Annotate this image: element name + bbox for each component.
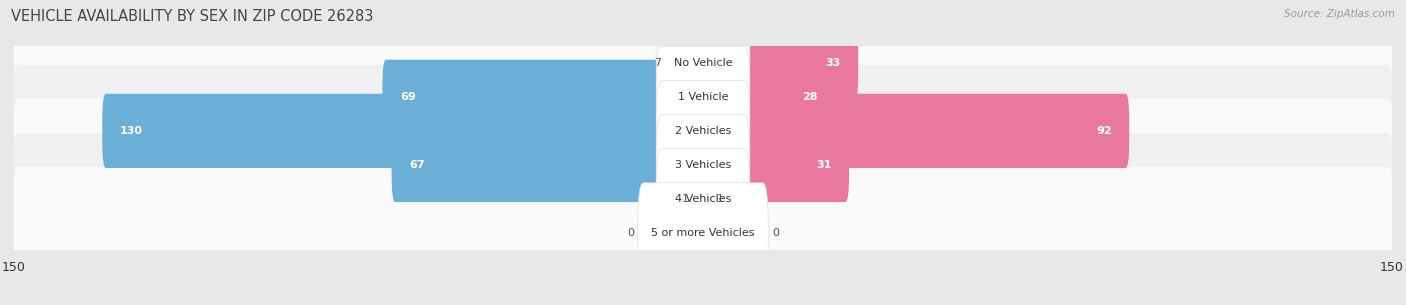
FancyBboxPatch shape xyxy=(103,94,707,168)
Text: 1 Vehicle: 1 Vehicle xyxy=(678,92,728,102)
FancyBboxPatch shape xyxy=(11,0,1395,130)
FancyBboxPatch shape xyxy=(392,128,707,202)
FancyBboxPatch shape xyxy=(699,162,711,236)
FancyBboxPatch shape xyxy=(11,65,1395,197)
Text: 31: 31 xyxy=(817,160,831,170)
FancyBboxPatch shape xyxy=(11,133,1395,265)
FancyBboxPatch shape xyxy=(11,99,1395,232)
Text: 3 Vehicles: 3 Vehicles xyxy=(675,160,731,170)
Text: 4 Vehicles: 4 Vehicles xyxy=(675,194,731,204)
Text: 0: 0 xyxy=(772,228,779,238)
FancyBboxPatch shape xyxy=(11,31,1395,163)
Text: 0: 0 xyxy=(627,228,634,238)
Text: 5 or more Vehicles: 5 or more Vehicles xyxy=(651,228,755,238)
FancyBboxPatch shape xyxy=(699,60,835,134)
FancyBboxPatch shape xyxy=(657,13,749,113)
Text: 1: 1 xyxy=(682,194,689,204)
FancyBboxPatch shape xyxy=(668,26,707,100)
Text: 67: 67 xyxy=(409,160,425,170)
Text: 130: 130 xyxy=(120,126,142,136)
Text: VEHICLE AVAILABILITY BY SEX IN ZIP CODE 26283: VEHICLE AVAILABILITY BY SEX IN ZIP CODE … xyxy=(11,9,374,24)
Text: 69: 69 xyxy=(399,92,416,102)
Text: No Vehicle: No Vehicle xyxy=(673,58,733,68)
FancyBboxPatch shape xyxy=(382,60,707,134)
Text: 2 Vehicles: 2 Vehicles xyxy=(675,126,731,136)
FancyBboxPatch shape xyxy=(657,115,749,215)
FancyBboxPatch shape xyxy=(699,94,1129,168)
Text: 92: 92 xyxy=(1097,126,1112,136)
FancyBboxPatch shape xyxy=(11,99,1395,231)
Text: Source: ZipAtlas.com: Source: ZipAtlas.com xyxy=(1284,9,1395,19)
FancyBboxPatch shape xyxy=(11,66,1395,198)
FancyBboxPatch shape xyxy=(657,81,749,181)
Text: 1: 1 xyxy=(717,194,724,204)
FancyBboxPatch shape xyxy=(695,162,707,236)
FancyBboxPatch shape xyxy=(11,168,1395,300)
FancyBboxPatch shape xyxy=(699,128,849,202)
FancyBboxPatch shape xyxy=(11,0,1395,129)
FancyBboxPatch shape xyxy=(657,47,749,147)
FancyBboxPatch shape xyxy=(699,26,858,100)
FancyBboxPatch shape xyxy=(11,167,1395,299)
FancyBboxPatch shape xyxy=(638,183,768,283)
Text: 28: 28 xyxy=(803,92,818,102)
FancyBboxPatch shape xyxy=(657,149,749,249)
Text: 33: 33 xyxy=(825,58,841,68)
FancyBboxPatch shape xyxy=(11,31,1395,163)
FancyBboxPatch shape xyxy=(11,134,1395,266)
Text: 7: 7 xyxy=(655,58,662,68)
